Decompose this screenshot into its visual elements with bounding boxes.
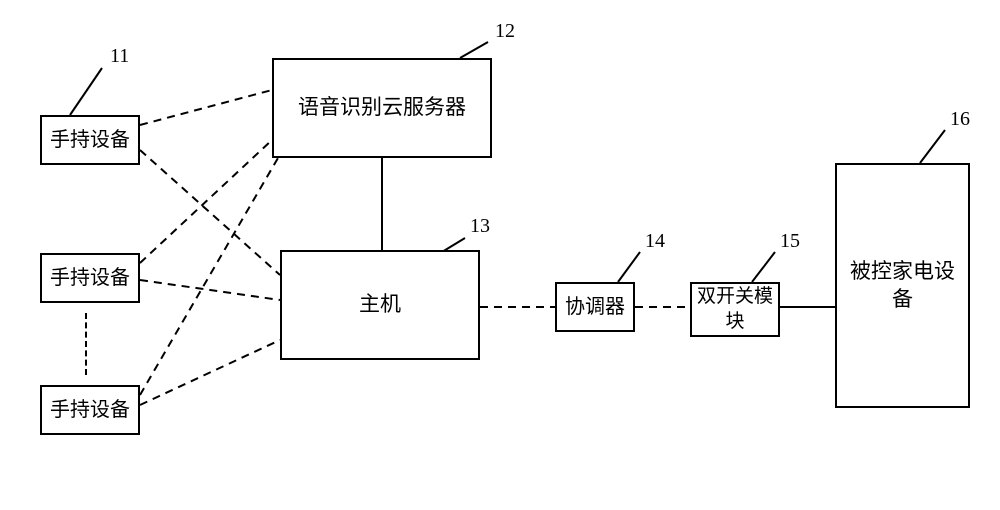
tag-15-text: 15: [780, 230, 800, 252]
node-host-label: 主机: [359, 291, 401, 318]
node-host: 主机: [280, 250, 480, 360]
node-appliance: 被控家电设备: [835, 163, 970, 408]
tag-13: 13: [470, 215, 490, 238]
tag-16: 16: [950, 108, 970, 131]
node-device3-label: 手持设备: [50, 397, 130, 423]
tag-12-text: 12: [495, 20, 515, 42]
node-coord: 协调器: [555, 282, 635, 332]
tag-14: 14: [645, 230, 665, 253]
node-device2: 手持设备: [40, 253, 140, 303]
node-switch-label: 双开关模块: [696, 285, 774, 334]
tag-11-text: 11: [110, 45, 129, 67]
node-switch: 双开关模块: [690, 282, 780, 337]
tag-13-text: 13: [470, 215, 490, 237]
tag-14-text: 14: [645, 230, 665, 252]
node-device1: 手持设备: [40, 115, 140, 165]
node-cloud-label: 语音识别云服务器: [298, 94, 466, 121]
ellipsis-dots: [85, 313, 87, 375]
node-coord-label: 协调器: [565, 294, 625, 320]
tag-16-text: 16: [950, 108, 970, 130]
node-device3: 手持设备: [40, 385, 140, 435]
node-cloud: 语音识别云服务器: [272, 58, 492, 158]
diagram-canvas: 手持设备 手持设备 手持设备 语音识别云服务器 主机 协调器 双开关模块 被控家…: [0, 0, 1000, 510]
tag-12: 12: [495, 20, 515, 43]
node-device1-label: 手持设备: [50, 127, 130, 153]
tag-15: 15: [780, 230, 800, 253]
node-device2-label: 手持设备: [50, 265, 130, 291]
node-appliance-label: 被控家电设备: [847, 258, 958, 313]
tag-11: 11: [110, 45, 129, 68]
